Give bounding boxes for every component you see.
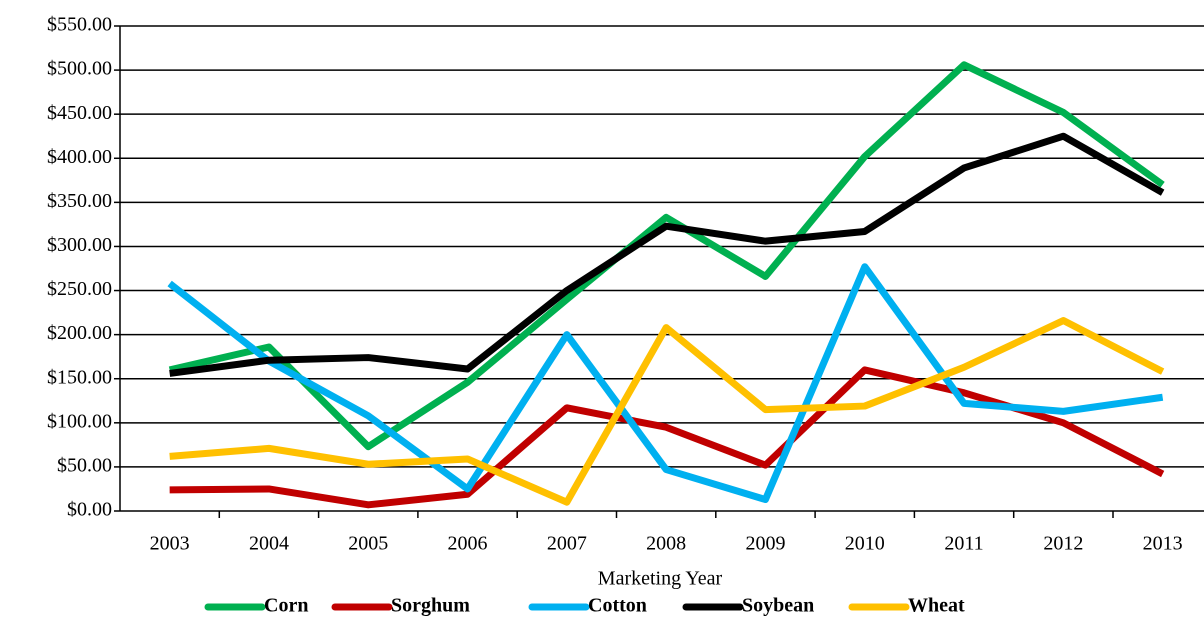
x-tick-label: 2007 [547, 533, 587, 555]
x-axis-label: Marketing Year [598, 568, 723, 590]
y-tick-label: $450.00 [47, 102, 112, 124]
y-tick-label: $100.00 [47, 410, 112, 432]
x-tick-label: 2011 [944, 533, 983, 555]
x-tick-label: 2009 [745, 533, 785, 555]
x-tick-label: 2003 [150, 533, 190, 555]
y-tick-label: $500.00 [47, 58, 112, 80]
legend-label: Wheat [908, 595, 965, 617]
x-tick-label: 2013 [1143, 533, 1183, 555]
legend-label: Soybean [742, 595, 814, 617]
x-tick-label: 2005 [348, 533, 388, 555]
legend-label: Corn [264, 595, 308, 617]
y-tick-label: $300.00 [47, 234, 112, 256]
x-tick-label: 2012 [1043, 533, 1083, 555]
series-line [167, 263, 1164, 504]
x-tick-label: 2006 [448, 533, 488, 555]
series-line [169, 317, 1165, 506]
series-line [169, 132, 1165, 377]
y-tick-label: $350.00 [47, 190, 112, 212]
series-line [168, 61, 1165, 451]
x-tick-label: 2004 [249, 533, 289, 555]
y-tick-label: $200.00 [47, 322, 112, 344]
y-tick-label: $150.00 [47, 366, 112, 388]
x-tick-label: 2008 [646, 533, 686, 555]
x-tick-label: 2010 [845, 533, 885, 555]
y-tick-label: $0.00 [67, 499, 112, 521]
y-tick-label: $400.00 [47, 146, 112, 168]
legend-label: Cotton [588, 595, 647, 617]
legend-label: Sorghum [391, 595, 470, 617]
y-tick-label: $50.00 [57, 455, 112, 477]
y-tick-label: $550.00 [47, 14, 112, 36]
y-tick-label: $250.00 [47, 278, 112, 300]
